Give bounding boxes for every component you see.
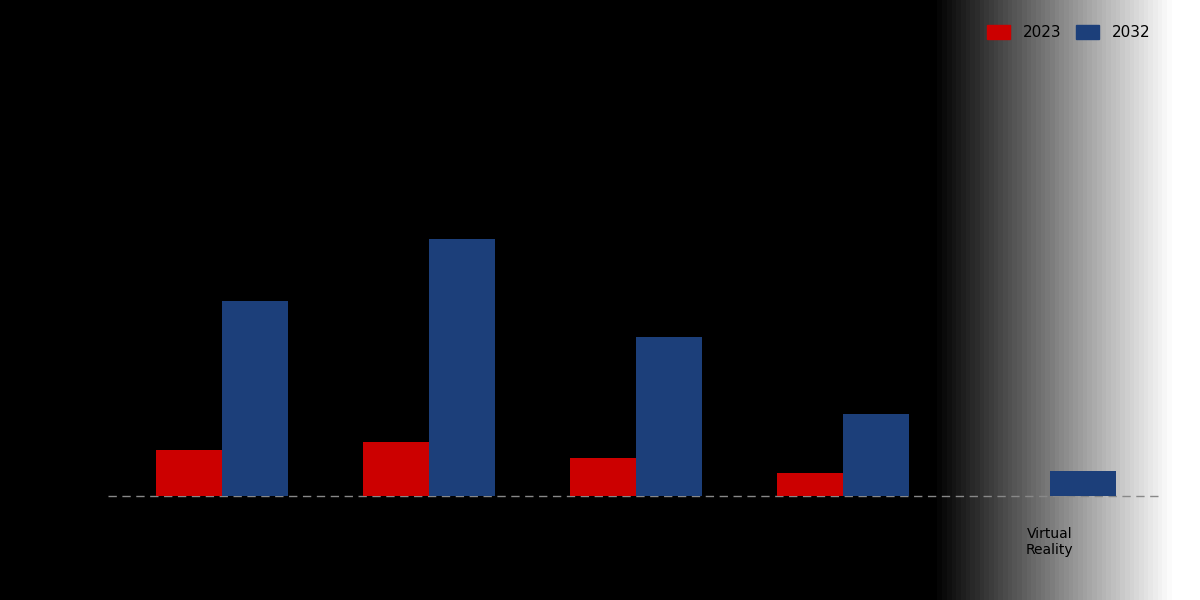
Bar (842, 414, 910, 496)
Bar (362, 442, 430, 496)
Bar (636, 337, 702, 496)
Bar (222, 301, 288, 496)
Bar (776, 473, 842, 496)
Bar (156, 450, 222, 496)
Bar (570, 458, 636, 496)
Legend: 2023, 2032: 2023, 2032 (982, 19, 1157, 46)
Bar (430, 239, 496, 496)
Y-axis label: Market Size in USD Billion: Market Size in USD Billion (85, 244, 100, 440)
Text: Simultaneous Localization And Mapping Technology Market, By Application,
2023 & : Simultaneous Localization And Mapping Te… (72, 42, 913, 88)
Bar (1050, 470, 1116, 496)
Text: 0.9: 0.9 (152, 432, 176, 446)
